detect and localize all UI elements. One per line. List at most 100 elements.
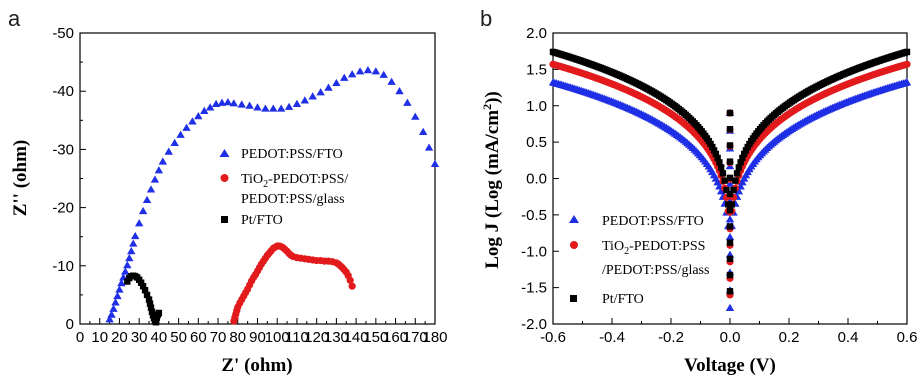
panel-b-y-title: Log J (Log (mA/cm2))	[480, 91, 503, 269]
a-x-tick-label: 180	[422, 329, 447, 346]
b-point-triangle	[725, 179, 735, 187]
a-point-triangle	[308, 92, 317, 100]
a-point-square	[146, 300, 154, 307]
a-point-triangle	[154, 166, 164, 174]
a-point-triangle	[182, 123, 191, 131]
a-point-triangle	[158, 157, 168, 165]
a-point-square	[148, 308, 156, 315]
a-x-tick-label: 80	[229, 329, 246, 346]
a-point-triangle	[194, 112, 203, 120]
a-point-triangle	[300, 96, 310, 104]
b-y-tick-label: -1.5	[521, 280, 547, 297]
b-point-square	[726, 288, 734, 295]
a-point-triangle	[371, 67, 381, 75]
a-y-tick-label: -50	[52, 25, 74, 42]
a-point-triangle	[125, 254, 134, 262]
b-y-tick-label: 0.0	[526, 171, 547, 188]
a-y-tick-label: -10	[52, 258, 74, 275]
a-point-triangle	[117, 279, 126, 287]
b-point-square	[717, 164, 725, 171]
b-point-square	[710, 147, 718, 154]
a-y-tick-label: -40	[52, 83, 74, 100]
b-point-square	[721, 177, 728, 184]
b-y-tick-label: 0.5	[526, 134, 547, 151]
b-point-square	[737, 159, 744, 166]
a-x-tick-label: 120	[304, 329, 329, 346]
a-point-triangle	[403, 98, 412, 106]
a-point-triangle	[131, 231, 140, 240]
a-point-triangle	[211, 99, 221, 108]
a-x-tick-label: 10	[91, 329, 108, 346]
a-point-triangle	[146, 185, 156, 193]
legend-a-square-marker	[221, 216, 228, 223]
a-point-triangle	[387, 77, 396, 85]
b-point-square	[716, 159, 723, 166]
b-x-tick-label: 0.0	[720, 329, 741, 346]
legend-b-circle-marker	[570, 241, 578, 249]
a-x-tick-label: 150	[363, 329, 388, 346]
b-point-square	[709, 143, 716, 151]
b-y-tick-label: 2.0	[526, 25, 547, 42]
a-point-triangle	[245, 101, 254, 109]
legend-a-item-2: TiO2-PEDOT:PSS/	[241, 172, 348, 190]
b-point-square	[728, 201, 735, 208]
a-point-circle	[348, 282, 356, 290]
b-x-tick-label: -0.2	[658, 329, 684, 346]
b-point-square	[726, 223, 734, 230]
b-point-square	[725, 201, 732, 208]
a-point-triangle	[316, 88, 325, 96]
a-point-square	[137, 279, 145, 286]
b-point-square	[726, 158, 734, 165]
a-point-triangle	[188, 117, 197, 125]
a-point-triangle	[111, 298, 120, 306]
b-point-square	[739, 154, 746, 162]
panel-b-legend: PEDOT:PSS/FTO TiO2-PEDOT:PSS /PEDOT:PSS/…	[569, 214, 709, 307]
a-x-tick-label: 40	[151, 329, 168, 346]
a-x-tick-label: 60	[190, 329, 207, 346]
b-point-triangle	[902, 78, 912, 86]
a-x-tick-label: 70	[210, 329, 227, 346]
a-x-tick-label: 30	[131, 329, 148, 346]
a-point-triangle	[237, 100, 246, 108]
panel-letter-b: b	[480, 6, 492, 31]
a-point-triangle	[269, 104, 278, 112]
a-point-triangle	[176, 130, 185, 138]
a-point-triangle	[292, 99, 302, 108]
legend-a-triangle-marker	[219, 149, 230, 157]
a-x-tick-label: 170	[403, 329, 428, 346]
b-y-tick-label: 1.0	[526, 98, 547, 115]
a-point-triangle	[200, 106, 209, 114]
a-point-triangle	[121, 267, 130, 275]
a-point-triangle	[229, 99, 239, 107]
b-point-square	[726, 109, 734, 117]
legend-b-item-3: Pt/FTO	[602, 292, 644, 307]
a-x-tick-label: 100	[265, 329, 290, 346]
legend-a-circle-marker	[220, 174, 229, 182]
a-point-triangle	[355, 67, 365, 75]
a-point-square	[124, 278, 131, 285]
a-x-tick-label: 130	[324, 329, 349, 346]
a-point-triangle	[430, 159, 440, 167]
b-point-square	[726, 271, 734, 279]
legend-b-item-2-line-2: /PEDOT:PSS/glass	[602, 263, 709, 278]
b-point-triangle	[725, 303, 735, 311]
a-point-square	[145, 296, 153, 303]
a-point-square	[139, 282, 147, 290]
panel-letter-a: a	[8, 6, 21, 31]
a-point-triangle	[129, 239, 138, 247]
a-point-square	[141, 287, 149, 294]
b-point-circle	[903, 60, 911, 68]
a-point-triangle	[223, 98, 233, 106]
legend-a-item-1: PEDOT:PSS/FTO	[241, 147, 343, 162]
a-point-triangle	[379, 70, 388, 78]
panel-b-x-title: Voltage (V)	[684, 355, 776, 376]
b-point-square	[726, 126, 734, 133]
a-point-square	[147, 304, 155, 311]
b-point-square	[726, 207, 734, 214]
a-x-tick-label: 140	[344, 329, 369, 346]
a-point-triangle	[332, 78, 341, 87]
b-point-triangle	[716, 187, 726, 195]
b-point-square	[735, 164, 743, 171]
a-point-triangle	[324, 83, 333, 91]
